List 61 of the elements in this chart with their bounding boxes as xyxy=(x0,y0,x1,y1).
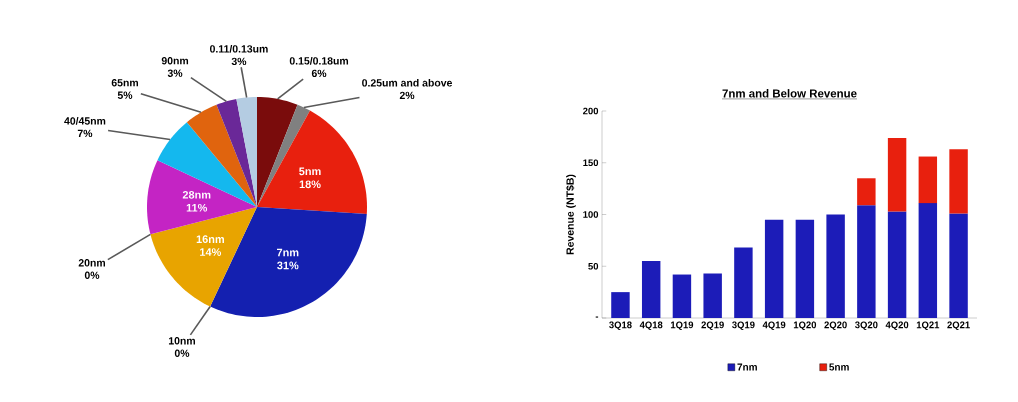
y-tick-label: 200 xyxy=(583,107,599,115)
bar xyxy=(611,292,630,318)
x-tick-label: 4Q20 xyxy=(885,321,909,330)
x-tick-label: 3Q19 xyxy=(732,321,755,330)
bar xyxy=(887,137,907,212)
bar xyxy=(918,203,938,318)
slice-label: 28nm xyxy=(182,190,211,199)
bar xyxy=(949,149,968,214)
slice-label: 40/45nm xyxy=(64,116,106,125)
bar xyxy=(672,274,692,318)
data-label: 3% xyxy=(167,69,183,77)
slice-label: 5nm xyxy=(299,167,321,176)
bar xyxy=(826,214,845,318)
x-tick-label: 4Q18 xyxy=(639,321,663,330)
bar xyxy=(887,211,907,318)
x-tick-label: 1Q19 xyxy=(670,321,694,330)
bar xyxy=(949,213,968,318)
x-tick-label: 3Q18 xyxy=(609,321,632,330)
bar xyxy=(703,273,722,318)
text: 0% xyxy=(174,349,190,357)
y-axis-title: Revenue (NT$B) xyxy=(565,174,576,255)
bar xyxy=(764,219,784,318)
data-label: 6% xyxy=(311,69,327,78)
text: 0% xyxy=(84,271,100,279)
y-tick-label: 150 xyxy=(583,159,599,167)
data-label: 5% xyxy=(117,91,133,99)
slice-label: 0.25um and above xyxy=(362,78,453,87)
bar xyxy=(641,261,661,318)
x-tick-label: 2Q21 xyxy=(947,321,970,330)
data-label: 3% xyxy=(231,57,247,66)
legend-label: 5nm xyxy=(829,363,849,371)
data-label: 7% xyxy=(77,129,93,138)
bar xyxy=(857,178,876,206)
slice-label: 7nm xyxy=(277,248,299,257)
slice-label: 65nm xyxy=(111,79,138,87)
category-label: 20nm xyxy=(78,259,105,267)
chart-title: 7nm and Below Revenue xyxy=(722,89,857,98)
data-label: 14% xyxy=(200,248,222,256)
x-tick-label: 1Q20 xyxy=(793,321,817,330)
data-label: 18% xyxy=(299,180,321,189)
y-tick-label: - xyxy=(595,316,599,318)
y-tick-label: 100 xyxy=(583,211,599,218)
bar xyxy=(734,247,753,318)
legend-label: 7nm xyxy=(737,363,757,371)
y-tick-label: 50 xyxy=(588,262,599,270)
x-tick-label: 2Q19 xyxy=(701,321,724,330)
data-label: 31% xyxy=(277,261,299,270)
x-tick-label: 4Q19 xyxy=(762,321,786,330)
x-tick-label: 1Q21 xyxy=(916,321,940,330)
bar xyxy=(918,156,938,204)
x-tick-label: 3Q20 xyxy=(855,321,878,330)
slice-label: 0.11/0.13um xyxy=(210,44,268,53)
data-label: 2% xyxy=(399,91,415,100)
bar xyxy=(857,205,876,318)
x-tick-label: 2Q20 xyxy=(824,321,847,330)
bar xyxy=(795,219,815,318)
category-label: 10nm xyxy=(168,337,195,345)
slice-label: 90nm xyxy=(161,57,189,65)
slice-label: 16nm xyxy=(196,235,224,244)
data-label: 11% xyxy=(186,203,208,212)
slice-label: 0.15/0.18um xyxy=(289,56,349,65)
